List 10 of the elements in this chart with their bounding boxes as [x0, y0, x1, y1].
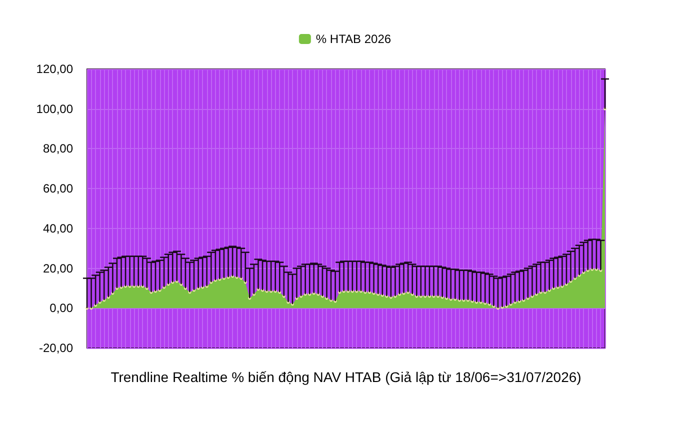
y-tick-label: 100,00 [36, 102, 74, 116]
y-tick-label: 120,00 [36, 62, 74, 76]
y-tick-label: 80,00 [42, 142, 74, 156]
y-tick-label: 60,00 [42, 182, 74, 196]
y-tick-label: 20,00 [42, 261, 74, 276]
y-tick-label: 40,00 [42, 221, 74, 236]
x-axis-title: Trendline Realtime % biến động NAV HTAB (Giả lập từ 18/06=>31/07/2026) [110, 369, 582, 385]
legend-label: % HTAB 2026 [316, 32, 392, 46]
y-tick-label: -20,00 [38, 341, 74, 355]
y-tick-label: 0,00 [50, 301, 74, 316]
